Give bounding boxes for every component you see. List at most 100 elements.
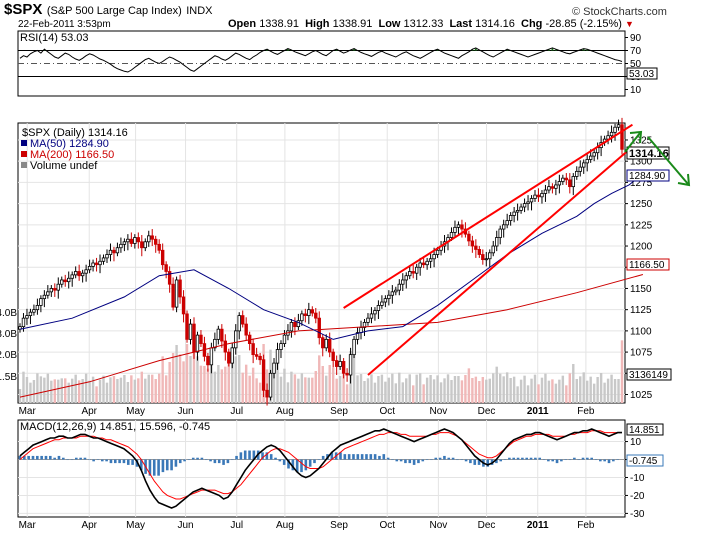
low-label: Low bbox=[378, 18, 401, 30]
volume-bar bbox=[425, 377, 429, 403]
volume-bar bbox=[88, 380, 91, 403]
candle-body bbox=[188, 323, 193, 340]
candle-body bbox=[327, 338, 332, 353]
macd-histogram-bar bbox=[386, 457, 390, 460]
candle-body bbox=[498, 228, 502, 238]
macd-histogram-bar bbox=[131, 459, 134, 465]
macd-x-axis: Mar Apr May Jun Jul Aug Sep Oct Nov Dec 2011 Feb bbox=[19, 520, 595, 531]
volume-bar bbox=[74, 374, 77, 403]
volume-bar bbox=[18, 389, 22, 403]
macd-histogram-bar bbox=[126, 459, 130, 465]
macd-histogram-bar bbox=[118, 459, 121, 464]
candle-body bbox=[49, 288, 54, 293]
volume-bar bbox=[331, 367, 335, 403]
candle-body bbox=[56, 283, 60, 291]
volume-bar bbox=[293, 374, 297, 403]
macd-month-label: Nov bbox=[429, 520, 447, 531]
rsi-value-box bbox=[626, 67, 658, 80]
candle-body bbox=[67, 277, 71, 283]
candle-body bbox=[28, 311, 33, 317]
volume-bar bbox=[335, 378, 338, 403]
volume-bar bbox=[203, 366, 206, 403]
volume-bar bbox=[363, 381, 366, 403]
volume-bar bbox=[64, 378, 67, 403]
macd-title: MACD(12,26,9) 14.851, 15.596, -0.745 bbox=[20, 421, 210, 433]
volume-bar bbox=[116, 379, 119, 403]
candle-body bbox=[60, 279, 64, 285]
macd-histogram-bar bbox=[365, 454, 368, 460]
candle-body bbox=[522, 203, 527, 208]
volume-bar bbox=[311, 377, 314, 403]
volume-bar bbox=[279, 376, 283, 403]
candle-body bbox=[477, 249, 482, 255]
volume-bar bbox=[258, 382, 262, 403]
volume-bar bbox=[130, 375, 133, 403]
price-title: $SPX (Daily) 1314.16 bbox=[22, 127, 128, 139]
volume-bar bbox=[77, 380, 81, 403]
volume-bar bbox=[154, 379, 157, 403]
candle-body bbox=[101, 257, 106, 262]
volume-bar bbox=[147, 374, 150, 403]
candle-body bbox=[557, 181, 562, 186]
volume-bar bbox=[408, 374, 411, 403]
macd-histogram-bar bbox=[122, 459, 126, 464]
macd-histogram-bar bbox=[352, 454, 355, 460]
candle-body bbox=[154, 238, 158, 245]
candle-body bbox=[578, 166, 582, 172]
candle-body bbox=[425, 260, 429, 266]
candle-body bbox=[147, 235, 151, 243]
macd-histogram-bar bbox=[581, 457, 585, 460]
candle-body bbox=[174, 279, 179, 308]
rsi-current-value: 53.03 bbox=[629, 69, 654, 80]
macd-histogram-bar bbox=[382, 454, 386, 460]
macd-histogram-bar bbox=[469, 459, 472, 464]
rsi-tick-label: 50 bbox=[630, 59, 642, 70]
volume-bar bbox=[380, 374, 384, 403]
candle-body bbox=[515, 209, 520, 213]
candle-body bbox=[414, 266, 419, 274]
macd-histogram-bar bbox=[87, 459, 91, 461]
volume-tick-label: 2.0B bbox=[0, 350, 17, 361]
volume-bar bbox=[579, 376, 582, 403]
rsi-tick-label: 90 bbox=[630, 33, 642, 44]
volume-bar bbox=[387, 377, 391, 403]
price-month-label: Feb bbox=[577, 406, 595, 417]
candle-body bbox=[282, 334, 287, 345]
macd-histogram-bar bbox=[178, 459, 182, 464]
candle-body bbox=[53, 288, 57, 291]
macd-histogram-bar bbox=[183, 459, 186, 462]
volume-bar bbox=[251, 367, 255, 403]
macd-histogram-bar bbox=[161, 459, 165, 473]
high-value: 1338.91 bbox=[332, 18, 373, 30]
volume-bar bbox=[391, 373, 394, 403]
volume-bar bbox=[453, 376, 457, 403]
candle-body bbox=[352, 338, 356, 356]
candle-body bbox=[164, 264, 168, 272]
macd-histogram-bar bbox=[542, 459, 546, 461]
candle-body bbox=[620, 124, 624, 150]
volume-bar bbox=[460, 380, 464, 403]
price-frame bbox=[17, 122, 626, 404]
volume-bar bbox=[297, 378, 300, 403]
candle-body bbox=[129, 238, 134, 244]
candle-body bbox=[46, 291, 50, 296]
candle-body bbox=[251, 343, 255, 356]
macd-month-label: Sep bbox=[330, 520, 348, 531]
volume-bar bbox=[599, 373, 603, 403]
macd-histogram-bar bbox=[607, 459, 611, 464]
macd-histogram-bar bbox=[603, 459, 606, 462]
sma50-value-label: 1284.90 bbox=[629, 171, 666, 182]
macd-histogram-bar bbox=[616, 459, 619, 461]
candle-body bbox=[126, 238, 130, 243]
volume-bar bbox=[568, 373, 572, 403]
macd-histogram-bar bbox=[369, 454, 373, 460]
macd-histogram-bar bbox=[196, 457, 199, 460]
price-month-label: Dec bbox=[478, 406, 496, 417]
price-x-axis: Mar Apr May Jun Jul Aug Sep Oct Nov Dec 2011 Feb bbox=[19, 406, 595, 417]
macd-histogram-bar bbox=[152, 459, 156, 476]
price-tick-label: 1125 bbox=[630, 305, 652, 316]
candle-body bbox=[613, 126, 617, 133]
candle-body bbox=[550, 186, 555, 189]
candle-body bbox=[387, 294, 391, 300]
rsi-tick-label: 70 bbox=[630, 46, 642, 57]
